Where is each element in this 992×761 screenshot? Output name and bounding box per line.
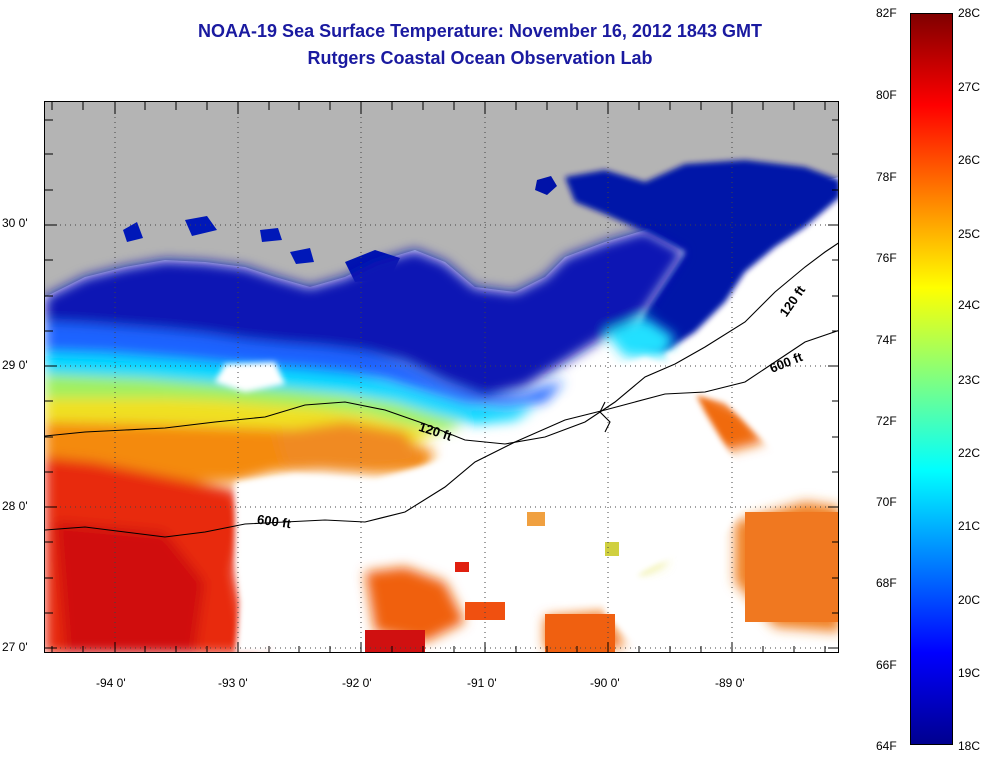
isobath-120ft bbox=[45, 242, 838, 445]
map-subtitle: Rutgers Coastal Ocean Observation Lab bbox=[307, 48, 653, 68]
lon-label-94: -94 0' bbox=[96, 676, 126, 690]
lake-4 bbox=[260, 228, 282, 242]
lon-label-91: -91 0' bbox=[467, 676, 497, 690]
isobath-lines bbox=[45, 242, 838, 538]
land-mass bbox=[45, 102, 838, 297]
map-title: NOAA-19 Sea Surface Temperature: Novembe… bbox=[198, 21, 762, 41]
temperature-colorbar bbox=[910, 13, 953, 745]
sst-patches bbox=[365, 512, 838, 652]
lake-1 bbox=[535, 176, 557, 195]
lat-label-28: 28 0' bbox=[2, 499, 28, 513]
colorbar-c-24: 24C bbox=[958, 298, 981, 312]
lat-lon-grid bbox=[45, 102, 838, 652]
lat-label-30: 30 0' bbox=[2, 216, 28, 230]
colorbar-f-76: 76F bbox=[876, 251, 897, 265]
colorbar-c-26: 26C bbox=[958, 153, 981, 167]
colorbar-f-68: 68F bbox=[876, 576, 897, 590]
colorbar-c-21: 21C bbox=[958, 519, 981, 533]
lon-label-89: -89 0' bbox=[715, 676, 745, 690]
isobath-600ft bbox=[45, 330, 838, 538]
sst-map-canvas: 120 ft 120 ft 600 ft 600 ft bbox=[45, 102, 838, 652]
delta-water bbox=[565, 160, 838, 352]
colorbar-c-23: 23C bbox=[958, 373, 981, 387]
colorbar-c-22: 22C bbox=[958, 446, 981, 460]
lon-label-92: -92 0' bbox=[342, 676, 372, 690]
axis-ticks bbox=[45, 102, 838, 652]
lake-3 bbox=[123, 222, 143, 242]
sst-map: 120 ft 120 ft 600 ft 600 ft bbox=[44, 101, 839, 653]
lat-label-27: 27 0' bbox=[2, 640, 28, 654]
colorbar-f-78: 78F bbox=[876, 170, 897, 184]
colorbar-c-18: 18C bbox=[958, 739, 981, 753]
lake-5 bbox=[290, 248, 314, 264]
colorbar-f-66: 66F bbox=[876, 658, 897, 672]
colorbar-c-20: 20C bbox=[958, 593, 981, 607]
colorbar-f-74: 74F bbox=[876, 333, 897, 347]
lake-2 bbox=[185, 216, 217, 236]
colorbar-c-28: 28C bbox=[958, 6, 981, 20]
colorbar-f-80: 80F bbox=[876, 88, 897, 102]
colorbar-c-27: 27C bbox=[958, 80, 981, 94]
lon-label-90: -90 0' bbox=[590, 676, 620, 690]
lat-label-29: 29 0' bbox=[2, 358, 28, 372]
colorbar-f-70: 70F bbox=[876, 495, 897, 509]
colorbar-c-19: 19C bbox=[958, 666, 981, 680]
isobath-label-600ft-west: 600 ft bbox=[256, 512, 292, 532]
colorbar-f-64: 64F bbox=[876, 739, 897, 753]
colorbar-f-72: 72F bbox=[876, 414, 897, 428]
colorbar-c-25: 25C bbox=[958, 227, 981, 241]
lon-label-93: -93 0' bbox=[218, 676, 248, 690]
colorbar-f-82: 82F bbox=[876, 6, 897, 20]
cloud-cover bbox=[215, 264, 838, 652]
